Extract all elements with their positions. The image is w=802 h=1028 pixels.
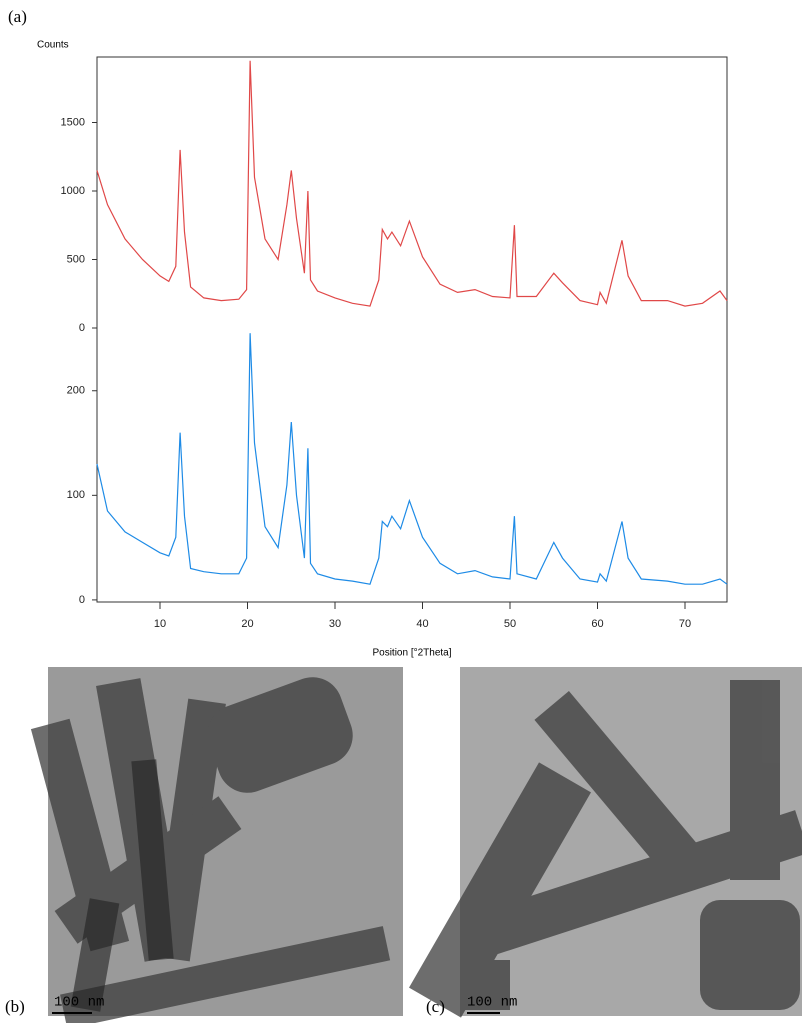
plot-frame — [96, 56, 728, 603]
y-tick-label: 100 — [67, 489, 85, 501]
y-axis-label: Counts — [37, 40, 69, 51]
x-tick-label: 20 — [241, 618, 253, 630]
x-tick-label: 50 — [504, 618, 516, 630]
panel-label: (b) — [5, 997, 25, 1016]
y-tick-label: 0 — [79, 322, 85, 334]
x-tick-label: 30 — [329, 618, 341, 630]
x-tick-label: 40 — [416, 618, 428, 630]
tem-image-b — [30, 667, 403, 1028]
y-tick-label: 1500 — [61, 116, 85, 128]
panel-label: (c) — [426, 997, 445, 1016]
xrd-line — [96, 333, 728, 585]
y-tick-label: 500 — [67, 253, 85, 265]
tem-image-c — [409, 667, 802, 1018]
x-tick-label: 70 — [679, 618, 691, 630]
panel-label: (a) — [8, 7, 27, 26]
y-tick-label: 200 — [67, 385, 85, 397]
y-tick-label: 0 — [79, 594, 85, 606]
x-tick-label: 60 — [591, 618, 603, 630]
plots: 0 500 1000 1500 0 100 200 10 20 30 40 50 60 70 — [61, 60, 728, 630]
y-tick-label: 1000 — [61, 185, 85, 197]
x-axis-label: Position [°2Theta] — [372, 648, 451, 659]
x-tick-label: 10 — [154, 618, 166, 630]
scale-bar-label: 100 nm — [54, 995, 104, 1011]
xrd-line — [96, 60, 728, 307]
scale-bar-label: 100 nm — [467, 995, 517, 1011]
